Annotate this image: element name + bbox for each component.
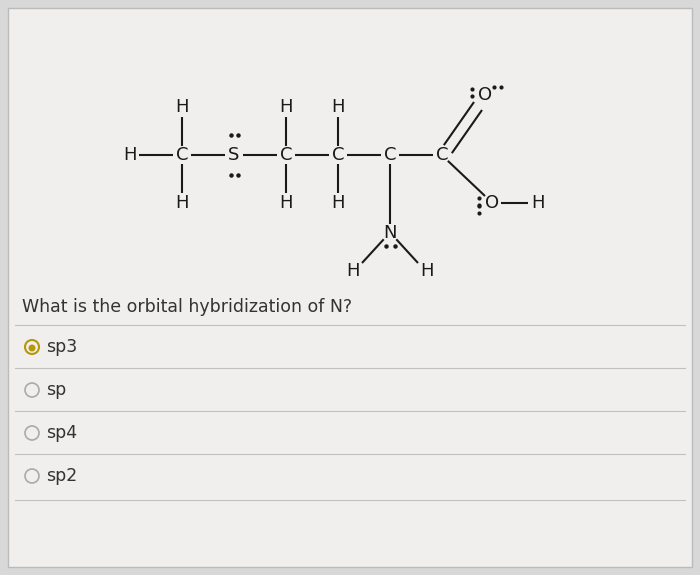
Text: sp3: sp3 [46,338,77,356]
Text: H: H [346,262,360,280]
Text: O: O [478,86,492,104]
Circle shape [29,344,36,351]
Text: H: H [123,146,136,164]
Text: H: H [175,98,189,116]
Text: C: C [435,146,448,164]
Text: C: C [332,146,344,164]
Text: sp: sp [46,381,66,399]
Text: What is the orbital hybridization of N?: What is the orbital hybridization of N? [22,298,352,316]
Text: H: H [331,194,344,212]
Text: H: H [331,98,344,116]
Text: sp2: sp2 [46,467,77,485]
Text: C: C [280,146,293,164]
Text: S: S [228,146,239,164]
Text: O: O [485,194,499,212]
Text: H: H [279,98,293,116]
Text: C: C [384,146,396,164]
Text: H: H [279,194,293,212]
Text: N: N [384,224,397,242]
FancyBboxPatch shape [8,8,692,567]
Text: sp4: sp4 [46,424,77,442]
Text: H: H [175,194,189,212]
Text: H: H [531,194,545,212]
Text: C: C [176,146,188,164]
Text: H: H [420,262,434,280]
